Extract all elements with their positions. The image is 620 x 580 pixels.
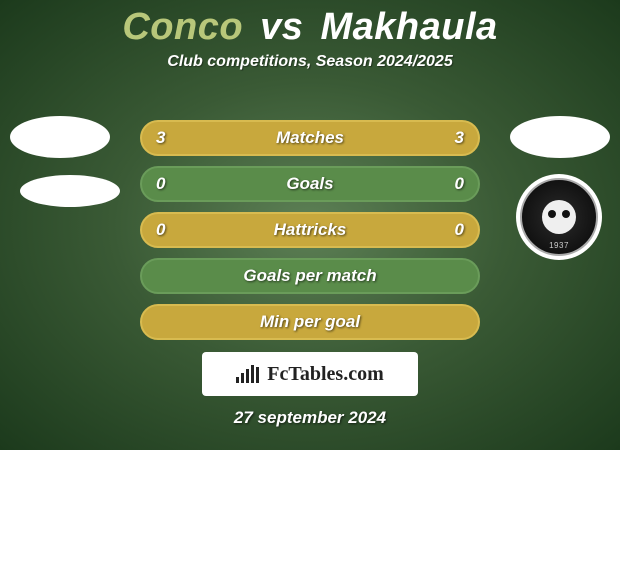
player2-name: Makhaula — [320, 6, 497, 48]
player1-name: Conco — [122, 6, 243, 48]
vs-label: vs — [260, 6, 303, 48]
stat-row-goals: 0 Goals 0 — [140, 166, 480, 202]
stat-label: Goals — [286, 174, 333, 194]
stat-label: Min per goal — [260, 312, 360, 332]
stat-left-value: 0 — [156, 174, 165, 194]
page-title: Conco vs Makhaula — [0, 0, 620, 49]
club-founding-year: 1937 — [549, 241, 569, 250]
comparison-card: Conco vs Makhaula Club competitions, Sea… — [0, 0, 620, 450]
stat-left-value: 3 — [156, 128, 165, 148]
stat-row-min-per-goal: Min per goal — [140, 304, 480, 340]
stats-table: 3 Matches 3 0 Goals 0 0 Hattricks 0 Goal… — [140, 120, 480, 350]
logo-text: FcTables.com — [267, 363, 383, 386]
player2-avatar-placeholder — [510, 116, 610, 158]
stat-label: Goals per match — [243, 266, 376, 286]
stat-label: Matches — [276, 128, 344, 148]
stat-label: Hattricks — [274, 220, 347, 240]
player2-club-badge: 1937 — [516, 174, 602, 260]
season-subtitle: Club competitions, Season 2024/2025 — [0, 53, 620, 71]
stat-right-value: 0 — [455, 174, 464, 194]
stat-row-matches: 3 Matches 3 — [140, 120, 480, 156]
skull-icon — [542, 200, 576, 234]
logo-bars-icon — [236, 365, 261, 383]
player1-avatar-placeholder — [10, 116, 110, 158]
stat-row-hattricks: 0 Hattricks 0 — [140, 212, 480, 248]
snapshot-date: 27 september 2024 — [0, 408, 620, 428]
fctables-logo: FcTables.com — [202, 352, 418, 396]
stat-row-goals-per-match: Goals per match — [140, 258, 480, 294]
stat-right-value: 3 — [455, 128, 464, 148]
club-badge-inner: 1937 — [520, 178, 598, 256]
stat-right-value: 0 — [455, 220, 464, 240]
player1-club-placeholder — [20, 175, 120, 207]
stat-left-value: 0 — [156, 220, 165, 240]
